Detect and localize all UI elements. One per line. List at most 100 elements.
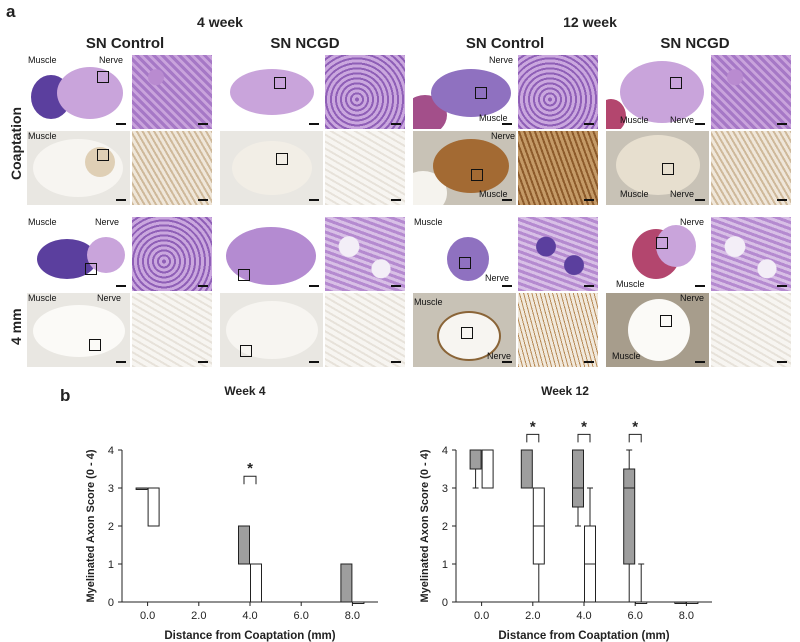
significance-star: *	[632, 418, 638, 435]
annotation-muscle: Muscle	[28, 55, 57, 65]
y-tick-label: 3	[442, 483, 448, 495]
box-iqr	[572, 449, 584, 508]
x-tick-label: 2.0	[525, 610, 540, 622]
box-plot-mark	[147, 487, 160, 527]
micrograph-he-overview: Muscle Nerve	[606, 217, 709, 291]
micrograph-ihc-overview: Nerve Muscle	[413, 131, 516, 205]
y-tick-label: 4	[442, 445, 448, 457]
group-sn-control-12w: SN Control	[465, 35, 545, 52]
box-plot-mark	[352, 601, 365, 604]
y-tick-label: 2	[442, 521, 448, 533]
micrograph-ihc-detail	[132, 293, 212, 367]
box-plot-mark	[340, 563, 353, 603]
annotation-muscle: Muscle	[616, 279, 645, 289]
micrograph-he-detail	[325, 217, 405, 291]
box-plot-mark	[135, 487, 148, 490]
micrograph-ihc-overview: Muscle	[27, 131, 130, 205]
micrograph-ihc-overview	[220, 293, 323, 367]
panel-a-letter: a	[6, 2, 16, 21]
week-12-header: 12 week	[563, 14, 617, 30]
group-sn-ncgd-12w: SN NCGD	[660, 35, 730, 52]
y-tick-label: 1	[108, 559, 114, 571]
annotation-muscle: Muscle	[28, 217, 57, 227]
micrograph-ihc-detail	[518, 131, 598, 205]
micrograph-he-detail	[132, 217, 212, 291]
box-plot-mark	[520, 449, 533, 489]
annotation-nerve: Nerve	[95, 217, 120, 227]
panel-b-letter: b	[60, 386, 71, 405]
significance-star: *	[247, 460, 253, 477]
annotation-nerve: Nerve	[485, 273, 510, 283]
micrograph-he-overview: Nerve Muscle	[413, 55, 516, 129]
significance-bracket	[628, 433, 642, 443]
micrograph-ihc-detail	[711, 293, 791, 367]
micrograph-ihc-detail	[711, 131, 791, 205]
micrograph-he-overview: Muscle Nerve	[27, 55, 130, 129]
annotation-muscle: Muscle	[479, 189, 508, 199]
micrograph-he-detail	[132, 55, 212, 129]
box-chart-week12: 0 1 2 3 4 0.0 2.0 4.0 6.0 8.0 Distance from Coapta…	[419, 418, 712, 642]
box-iqr	[520, 449, 533, 489]
week-4-header: 4 week	[197, 14, 243, 30]
box-plot-mark	[584, 487, 596, 603]
micrograph-he-detail	[711, 217, 791, 291]
micrograph-ihc-detail	[325, 131, 405, 205]
annotation-muscle: Muscle	[479, 113, 508, 123]
micrograph-he-overview: Muscle Nerve	[413, 217, 516, 291]
micrograph-ihc-overview: Muscle Nerve	[606, 293, 709, 367]
y-tick-label: 3	[108, 483, 114, 495]
x-tick-label: 8.0	[679, 610, 694, 622]
micrograph-ihc-overview: Muscle Nerve	[606, 131, 709, 205]
annotation-muscle: Muscle	[28, 293, 57, 303]
annotation-nerve: Nerve	[99, 55, 124, 65]
box-plot-mark	[481, 449, 494, 489]
micrograph-ihc-detail	[325, 293, 405, 367]
micrograph-he-detail	[711, 55, 791, 129]
box-iqr	[250, 563, 262, 603]
box-iqr	[481, 449, 494, 489]
significance-bracket	[526, 433, 540, 443]
micrograph-ihc-overview	[220, 131, 323, 205]
box-plot-mark	[238, 525, 250, 565]
box-plot-mark	[572, 449, 584, 527]
micrograph-he-overview: Muscle Nerve	[606, 55, 709, 129]
box-chart-week4: 0 1 2 3 4 0.0 2.0 4.0 6.0 8.0 Distance from Coapta…	[85, 445, 378, 642]
box-iqr	[623, 468, 636, 565]
box-iqr	[238, 525, 250, 565]
micrograph-he-detail	[518, 217, 598, 291]
chart-title-week12: Week 12	[541, 384, 589, 398]
box-iqr	[469, 449, 482, 470]
annotation-nerve: Nerve	[489, 55, 514, 65]
row-label-4mm: 4 mm	[8, 308, 24, 345]
box-plot-mark	[250, 563, 262, 603]
y-axis-label: Myelinated Axon Score (0 - 4)	[85, 449, 97, 602]
x-tick-label: 8.0	[345, 610, 360, 622]
x-tick-label: 0.0	[474, 610, 489, 622]
y-tick-label: 0	[442, 597, 448, 609]
box-plot-mark	[686, 601, 699, 604]
significance-star: *	[581, 418, 587, 435]
significance-bracket	[243, 475, 257, 485]
micrograph-ihc-overview: Muscle Nerve	[413, 293, 516, 367]
annotation-muscle: Muscle	[620, 115, 649, 125]
annotation-nerve: Nerve	[491, 131, 516, 141]
group-sn-control-4w: SN Control	[85, 35, 165, 52]
annotation-muscle: Muscle	[414, 217, 443, 227]
annotation-muscle: Muscle	[28, 131, 57, 141]
annotation-muscle: Muscle	[620, 189, 649, 199]
chart-title-week4: Week 4	[224, 384, 266, 398]
annotation-muscle: Muscle	[612, 351, 641, 361]
y-tick-label: 4	[108, 445, 114, 457]
annotation-nerve: Nerve	[680, 293, 705, 303]
x-tick-label: 2.0	[191, 610, 206, 622]
micrograph-he-detail	[325, 55, 405, 129]
box-plot-mark	[469, 449, 482, 489]
y-tick-label: 1	[442, 559, 448, 571]
annotation-nerve: Nerve	[680, 217, 705, 227]
micrograph-ihc-detail	[518, 293, 598, 367]
x-tick-label: 6.0	[294, 610, 309, 622]
x-tick-label: 4.0	[242, 610, 257, 622]
annotation-nerve: Nerve	[97, 293, 122, 303]
x-tick-label: 0.0	[140, 610, 155, 622]
box-plot-mark	[623, 449, 636, 603]
